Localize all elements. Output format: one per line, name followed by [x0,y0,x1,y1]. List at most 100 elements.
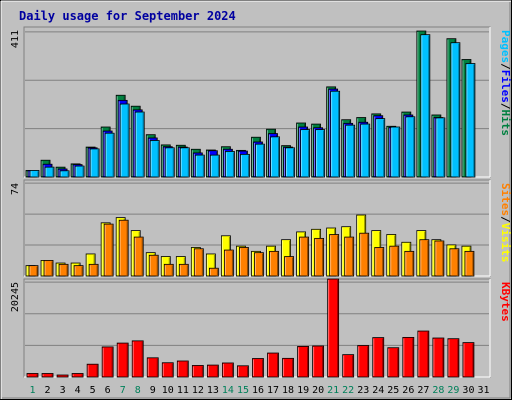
bar-sites-day-12 [193,248,204,277]
chart-title: Daily usage for September 2024 [19,9,236,23]
bar-pages-day-20 [315,129,326,178]
legend-entry-visits: Visits [499,223,512,263]
bar-pages-day-23 [360,123,371,178]
bar-kbytes-day-20 [312,345,325,378]
x-tick-label-day-9: 9 [150,385,156,396]
panel-kbytes-legend: KBytes [499,282,512,322]
bar-sites-day-2 [43,260,54,277]
bar-sites-day-30 [464,250,475,277]
bar-kbytes-day-16 [252,358,264,378]
bar-kbytes-day-12 [191,365,204,378]
bar-kbytes-day-19 [297,346,309,378]
x-tick-label-day-18: 18 [282,385,294,396]
bar-pages-day-18 [285,147,295,178]
bar-kbytes-day-1 [26,373,39,378]
x-tick-label-day-1: 1 [30,385,36,396]
bar-kbytes-day-5 [86,363,99,378]
bar-kbytes-day-18 [282,357,294,378]
bar-pages-day-6 [104,132,115,178]
x-tick-label-day-14: 14 [222,385,234,396]
bar-sites-day-5 [88,263,99,277]
bar-pages-day-21 [330,90,341,178]
bar-sites-day-19 [299,236,309,277]
bar-kbytes-day-15 [237,365,249,378]
x-tick-label-day-11: 11 [177,385,189,396]
bar-sites-day-7 [118,219,129,277]
legend-entry-separator: / [499,103,512,110]
x-tick-label-day-2: 2 [45,385,51,396]
bar-pages-day-29 [450,42,461,178]
legend-entry-separator: / [499,63,512,70]
bar-kbytes-day-13 [206,364,219,378]
bar-pages-day-9 [149,140,160,178]
legend-entry-files: Files [499,70,512,103]
series-kbytes [26,278,475,378]
x-axis-tick-labels: 1 2 3 4 5 6 7 8 9 10 11 12 13 14 15 16 17 18 19 20 21 22 23 24 2… [30,385,490,396]
x-tick-label-day-16: 16 [252,385,264,396]
x-tick-label-day-10: 10 [162,385,174,396]
x-tick-label-day-30: 30 [462,385,474,396]
bar-sites-day-8 [133,236,144,277]
bar-sites-day-28 [434,240,445,277]
bar-pages-day-1 [29,170,40,178]
bar-pages-day-15 [240,153,250,178]
bar-sites-day-29 [449,248,460,277]
bar-sites-day-18 [284,256,294,277]
bar-sites-day-21 [329,234,340,277]
series-pages [29,34,476,178]
x-tick-label-day-17: 17 [267,385,279,396]
bar-kbytes-day-7 [116,342,129,378]
bar-pages-day-4 [74,165,85,178]
x-tick-label-day-4: 4 [75,385,81,396]
bar-kbytes-day-17 [267,352,279,378]
bar-kbytes-day-22 [342,354,355,378]
legend-entry-kbytes: KBytes [499,282,512,322]
x-tick-label-day-6: 6 [105,385,111,396]
bar-pages-day-30 [465,63,476,178]
bar-sites-day-13 [208,267,219,277]
bar-pages-day-14 [225,151,235,178]
bar-kbytes-day-14 [222,362,234,378]
x-tick-label-day-21: 21 [327,385,339,396]
panel-kbytes-max-label: 20245 [10,282,21,312]
x-tick-label-day-23: 23 [357,385,369,396]
series-sites [28,219,475,277]
panel-kbytes: 20245 KBytes [10,278,512,378]
x-tick-label-day-24: 24 [372,385,384,396]
bar-kbytes-day-9 [146,357,159,378]
bar-pages-day-19 [300,129,310,178]
bar-pages-day-27 [420,34,431,178]
bar-pages-day-17 [270,136,280,178]
bar-pages-day-12 [194,154,205,178]
x-tick-label-day-7: 7 [120,385,126,396]
bar-kbytes-day-28 [432,337,445,378]
bar-kbytes-day-30 [462,342,475,378]
bar-kbytes-day-25 [387,347,400,378]
legend-entry-sites: Sites [499,183,512,216]
x-tick-label-day-26: 26 [402,385,414,396]
bar-sites-day-15 [239,247,249,277]
bar-sites-day-22 [344,236,355,277]
x-tick-label-day-22: 22 [342,385,354,396]
bar-kbytes-day-11 [176,360,189,378]
bar-sites-day-25 [389,245,400,277]
bar-pages-day-7 [119,103,130,178]
x-tick-label-day-31: 31 [477,385,489,396]
bar-sites-day-1 [28,265,39,277]
bar-pages-day-25 [390,126,401,178]
panel-visits-legend: Sites/Visits [499,183,512,263]
bar-kbytes-day-27 [417,330,430,378]
x-tick-label-day-12: 12 [192,385,204,396]
bar-sites-day-9 [148,254,159,277]
x-tick-label-day-19: 19 [297,385,309,396]
x-tick-label-day-5: 5 [90,385,96,396]
bar-kbytes-day-21 [327,278,340,378]
bar-pages-day-8 [134,111,145,178]
panel-visits-max-label: 74 [10,183,21,195]
bar-pages-day-24 [375,118,386,178]
bar-kbytes-day-2 [41,373,54,378]
legend-entry-pages: Pages [499,30,512,63]
bar-pages-day-11 [179,147,190,178]
